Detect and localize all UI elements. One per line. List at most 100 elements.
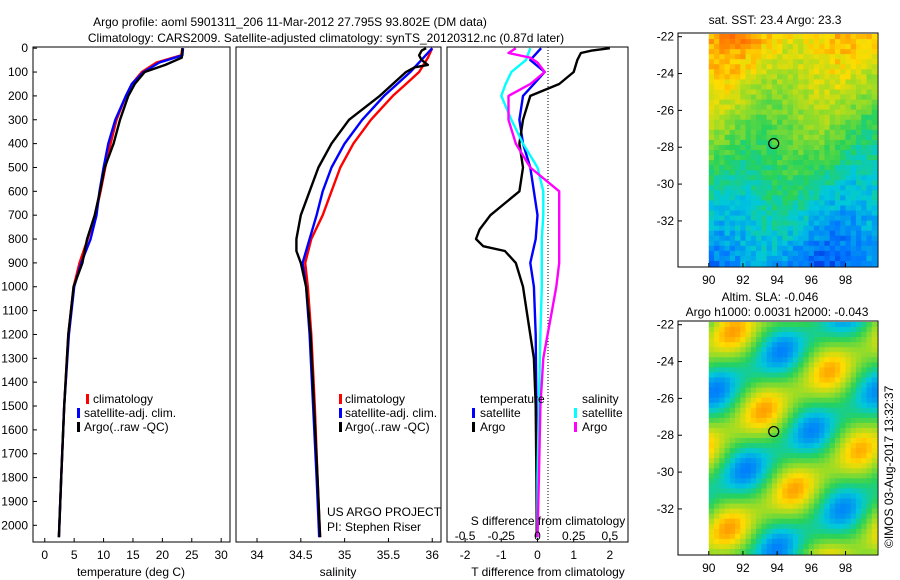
heatmap-cell bbox=[819, 422, 826, 429]
heatmap-cell bbox=[740, 473, 747, 479]
heatmap-cell bbox=[777, 260, 783, 267]
heatmap-cell bbox=[855, 412, 862, 419]
heatmap-cell bbox=[766, 220, 773, 227]
heatmap-cell bbox=[771, 250, 778, 257]
heatmap-cell bbox=[834, 44, 841, 50]
heatmap-cell bbox=[708, 245, 715, 252]
heatmap-cell bbox=[834, 518, 841, 525]
heatmap-cell bbox=[719, 34, 726, 40]
heatmap-cell bbox=[729, 94, 736, 101]
heatmap-cell bbox=[813, 417, 820, 424]
heatmap-cell bbox=[840, 417, 847, 424]
heatmap-cell bbox=[787, 438, 794, 444]
heatmap-cell bbox=[850, 59, 857, 65]
heatmap-cell bbox=[750, 337, 757, 343]
heatmap-cell bbox=[745, 543, 752, 550]
heatmap-cell bbox=[708, 347, 715, 353]
heatmap-cell bbox=[745, 104, 752, 111]
heatmap-cell bbox=[866, 448, 873, 454]
heatmap-cell bbox=[782, 443, 789, 449]
heatmap-cell bbox=[819, 427, 826, 434]
heatmap-cell bbox=[771, 64, 778, 70]
heatmap-cell bbox=[829, 84, 836, 91]
heatmap-cell bbox=[840, 327, 847, 333]
heatmap-cell bbox=[745, 230, 752, 237]
heatmap-cell bbox=[714, 155, 720, 161]
heatmap-cell bbox=[708, 210, 715, 217]
heatmap-cell bbox=[834, 180, 841, 186]
heatmap-cell bbox=[792, 438, 799, 444]
heatmap-cell bbox=[771, 407, 778, 414]
heatmap-cell bbox=[824, 448, 831, 454]
heatmap-cell bbox=[850, 372, 857, 379]
heatmap-cell bbox=[850, 478, 857, 484]
heatmap-cell bbox=[787, 104, 794, 111]
heatmap-cell bbox=[829, 109, 836, 116]
x-tick-label: 34.5 bbox=[289, 548, 313, 562]
heatmap-cell bbox=[724, 503, 731, 510]
heatmap-cell bbox=[708, 342, 715, 348]
heatmap-cell bbox=[850, 382, 857, 389]
heatmap-cell bbox=[813, 523, 820, 530]
heatmap-cell bbox=[724, 64, 731, 70]
heatmap-cell bbox=[750, 119, 757, 126]
heatmap-cell bbox=[787, 54, 794, 60]
heatmap-cell bbox=[750, 342, 757, 348]
heatmap-cell bbox=[740, 160, 747, 166]
heatmap-cell bbox=[777, 342, 783, 348]
heatmap-cell bbox=[871, 402, 878, 409]
heatmap-cell bbox=[771, 347, 778, 353]
heatmap-cell bbox=[724, 104, 731, 111]
heatmap-cell bbox=[740, 458, 747, 464]
heatmap-cell bbox=[777, 39, 783, 45]
heatmap-cell bbox=[792, 260, 799, 267]
heatmap-cell bbox=[808, 392, 815, 399]
heatmap-cell bbox=[756, 377, 762, 384]
heatmap-cell bbox=[714, 124, 720, 131]
heatmap-cell bbox=[777, 255, 783, 262]
heatmap-cell bbox=[871, 448, 878, 454]
heatmap-cell bbox=[719, 139, 726, 146]
heatmap-cell bbox=[745, 327, 752, 333]
heatmap-cell bbox=[714, 538, 720, 545]
heatmap-cell bbox=[866, 200, 873, 207]
heatmap-cell bbox=[840, 235, 847, 242]
heatmap-cell bbox=[850, 114, 857, 121]
heatmap-cell bbox=[761, 548, 768, 555]
heatmap-cell bbox=[808, 513, 815, 520]
heatmap-cell bbox=[719, 44, 726, 50]
heatmap-cell bbox=[871, 322, 878, 328]
heatmap-cell bbox=[792, 139, 799, 146]
heatmap-cell bbox=[745, 438, 752, 444]
heatmap-cell bbox=[845, 523, 852, 530]
heatmap-cell bbox=[782, 69, 789, 75]
heatmap-cell bbox=[850, 443, 857, 449]
heatmap-cell bbox=[771, 422, 778, 429]
heatmap-cell bbox=[871, 518, 878, 525]
heatmap-cell bbox=[798, 119, 804, 126]
heatmap-cell bbox=[766, 200, 773, 207]
heatmap-cell bbox=[845, 397, 852, 404]
heatmap-cell bbox=[745, 478, 752, 484]
heatmap-cell bbox=[813, 69, 820, 75]
heatmap-cell bbox=[782, 508, 789, 515]
heatmap-cell bbox=[740, 250, 747, 257]
heatmap-cell bbox=[813, 215, 820, 222]
heatmap-cell bbox=[840, 89, 847, 96]
heatmap-cell bbox=[855, 155, 862, 161]
heatmap-cell bbox=[750, 508, 757, 515]
heatmap-cell bbox=[782, 64, 789, 70]
heatmap-cell bbox=[829, 432, 836, 439]
heatmap-cell bbox=[714, 64, 720, 70]
heatmap-cell bbox=[829, 165, 836, 171]
heatmap-cell bbox=[808, 230, 815, 237]
heatmap-cell bbox=[845, 190, 852, 196]
heatmap-cell bbox=[803, 438, 810, 444]
heatmap-cell bbox=[792, 523, 799, 530]
heatmap-cell bbox=[824, 453, 831, 459]
heatmap-cell bbox=[756, 513, 762, 520]
heatmap-cell bbox=[866, 327, 873, 333]
heatmap-cell bbox=[771, 463, 778, 469]
heatmap-cell bbox=[845, 49, 852, 55]
heatmap-cell bbox=[834, 245, 841, 252]
